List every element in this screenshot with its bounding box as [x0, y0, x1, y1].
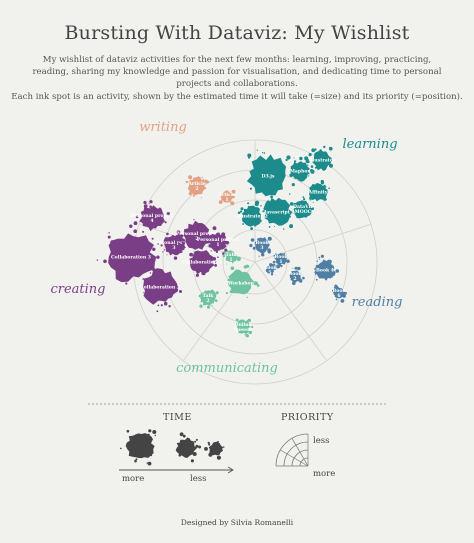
ink-spot-label-book-4: Book 4: [316, 268, 335, 274]
ink-spot-book-1: [272, 253, 290, 269]
ink-spot-label-book-6: Book 6: [332, 288, 346, 299]
ink-spot-label-personal-project-4: Personal project 4: [131, 213, 174, 224]
ink-spot-label-book-2: Book 2: [288, 271, 302, 282]
grid-spoke: [254, 261, 328, 361]
category-label-reading: reading: [352, 295, 403, 310]
page-subtitle: My wishlist of dataviz activities for th…: [32, 55, 442, 89]
ink-spot-label-book-3: Book 3: [255, 240, 269, 251]
ink-spot-label-d3-js: D3.js: [261, 174, 274, 180]
ink-spot-workshop: [225, 264, 260, 299]
encoding-note: Each ink spot is an activity, shown by t…: [11, 92, 463, 102]
ink-spot-label-personal-project-3: Personal project 3: [153, 240, 196, 251]
ink-spot-label-affinity: Affinity: [308, 190, 328, 196]
legend-priority-ring: [283, 441, 309, 467]
ink-spot-label-illustrator: Illustrator: [309, 158, 336, 164]
category-label-writing: writing: [139, 120, 187, 135]
legend-priority-ring: [275, 433, 309, 467]
ink-spot-illustrator: [305, 145, 333, 171]
ink-spot-online-speech: [235, 318, 254, 338]
ink-spot-label-personal-project-2: Personal project 2: [176, 231, 219, 242]
ink-spot-mapbox: [289, 156, 315, 182]
legend-time-spot-medium: [175, 432, 202, 463]
ink-spot-label-book-1: Book 1: [274, 254, 288, 265]
ink-spot-collaboration-3: [96, 221, 166, 285]
legend-priority-more: more: [313, 469, 336, 479]
ink-spot-label-personal-project-1: Personal project 1: [197, 237, 240, 248]
ink-spot-label-collaboration-1: Collaboration 1: [182, 260, 222, 266]
ink-spot-label-talk-2: Talk 2: [203, 293, 215, 304]
ink-spot-book-4: [314, 254, 340, 281]
grid-spoke: [254, 223, 372, 263]
ink-spot-collaboration-2: [142, 265, 182, 313]
ink-spot-label-workshop: Workshop: [227, 281, 254, 287]
category-label-creating: creating: [50, 282, 105, 297]
legend-priority-ring: [299, 457, 309, 467]
legend-graphics: [119, 429, 309, 474]
category-label-learning: learning: [342, 137, 397, 152]
category-labels: writing learning reading communicating creat…: [50, 120, 402, 376]
footer-credit: Designed by Silvia Romanelli: [180, 518, 294, 527]
ink-spot-talk-1: [222, 249, 241, 265]
ink-spot-book-5: [264, 263, 277, 276]
ink-spot-collaboration-1: [189, 245, 219, 277]
ink-spot-label-collaboration-3: Collaboration 3: [111, 255, 151, 261]
ink-spots: Article 2 Article 1 D3.js Mapbox Illustrator Af…: [96, 145, 347, 338]
ink-spot-label-talk-1: Talk 1: [226, 252, 238, 263]
ink-spot-label-collaboration-2: Collaboration 2: [140, 285, 180, 291]
ink-spot-label-article-1: Article 1: [217, 192, 235, 203]
legend-priority-less: less: [313, 436, 330, 446]
ink-spot-article-1: [218, 189, 236, 206]
ink-spot-book-6: [332, 284, 347, 303]
ink-spot-personal-project-4: [135, 200, 170, 232]
legend-priority-title: PRIORITY: [281, 412, 334, 423]
ink-spot-label-illustrator-2: Illustrator 2: [236, 214, 268, 220]
ink-spot-affinity: [309, 179, 330, 202]
legend-time-spot-large: [120, 429, 157, 466]
page-title: Bursting With Dataviz: My Wishlist: [64, 22, 410, 44]
legend-priority-spoke: [291, 438, 309, 467]
ink-spot-label-book-5: Book 5: [263, 265, 277, 276]
ink-spot-book-2: [288, 266, 305, 286]
legend-time-title: TIME: [163, 412, 192, 423]
legend-time-arrow: [227, 466, 234, 474]
ink-spot-article-2: [185, 175, 209, 199]
ink-spot-dataviz-mooc: [293, 196, 314, 219]
ink-spot-label-online-speech: Online Speech: [234, 322, 253, 333]
ink-spot-label-article-2: Article 2: [187, 181, 205, 192]
ink-spot-book-3: [249, 236, 272, 257]
legend-time-spot-small: [204, 441, 225, 460]
ink-spot-talk-2: [198, 289, 219, 309]
ink-spot-label-dataviz-mooc: DataViz MOOC: [293, 204, 313, 215]
legend-time-less: less: [190, 474, 207, 484]
ink-spot-illustrator-2: [237, 202, 265, 231]
legend-priority-ring: [291, 449, 309, 467]
legend-time-more: more: [122, 474, 145, 484]
ink-spot-label-mapbox: Mapbox: [290, 169, 311, 175]
ink-spot-label-javascript: Javascript: [263, 210, 291, 216]
legend-priority-spoke: [280, 449, 309, 467]
ink-spot-personal-project-1: [203, 232, 230, 255]
category-label-communicating: communicating: [176, 361, 278, 376]
